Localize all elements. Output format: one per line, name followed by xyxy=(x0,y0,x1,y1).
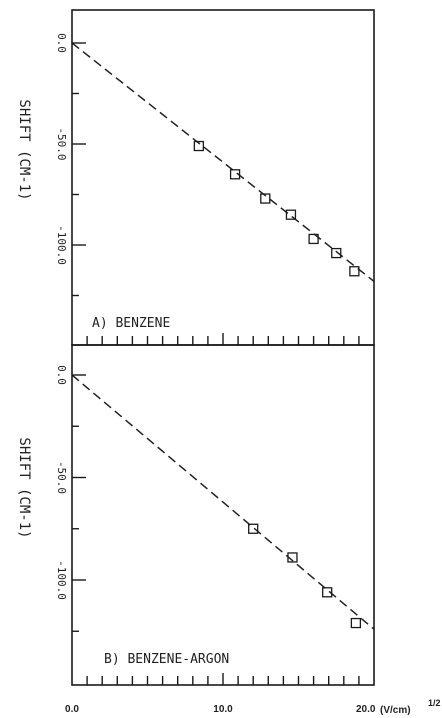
panel-a-y-tick-label: 0.0 xyxy=(55,33,68,53)
panel-b-data-point xyxy=(287,552,298,563)
x-axis-ticks xyxy=(86,333,360,685)
x-axis-unit-exponent: 1/2 xyxy=(428,698,441,708)
panel-b-y-tick-label: -50.0 xyxy=(55,461,68,494)
panel-a-y-axis-label: SHIFT (CM-1) xyxy=(16,99,32,200)
panel-a-frame xyxy=(71,9,375,346)
panel-a-y-tick-label: -100.0 xyxy=(55,225,68,265)
x-axis-tick-label: 0.0 xyxy=(65,704,79,715)
panel-a-label: A) BENZENE xyxy=(92,316,170,331)
x-axis-tick-label: 20.0 xyxy=(356,704,376,715)
panel-a: A) BENZENE 0.0 -50.0 -100.0 SHIFT (CM-1) xyxy=(16,9,375,346)
panel-a-data-point xyxy=(229,169,241,180)
panel-a-marks xyxy=(71,42,375,282)
panel-a-y-ticks: 0.0 -50.0 -100.0 xyxy=(55,33,86,297)
panel-b-frame xyxy=(71,344,375,686)
panel-a-data-point xyxy=(308,233,319,245)
panel-b-data-point xyxy=(350,617,362,629)
panel-b: B) BENZENE-ARGON 0.0 -50.0 -100.0 SHIFT (C… xyxy=(16,344,375,686)
x-axis-tick-label: 10.0 xyxy=(213,704,233,715)
panel-b-y-ticks: 0.0 -50.0 -100.0 xyxy=(55,365,86,632)
panel-a-data-point xyxy=(260,193,271,204)
panel-a-y-tick-label: -50.0 xyxy=(55,127,68,160)
panel-b-label: B) BENZENE-ARGON xyxy=(104,652,229,667)
panel-b-y-axis-label: SHIFT (CM-1) xyxy=(16,437,32,538)
panel-b-y-tick-label: -100.0 xyxy=(55,560,68,600)
panel-b-fit-line xyxy=(71,374,375,630)
panel-b-data-point xyxy=(248,523,259,534)
panel-a-data-point xyxy=(285,209,297,220)
panel-a-data-point xyxy=(331,247,342,259)
panel-a-data-point xyxy=(193,140,204,152)
x-axis-tick-labels: 0.0 10.0 20.0 xyxy=(65,704,376,715)
panel-a-fit-line xyxy=(71,42,375,282)
panel-b-y-tick-label: 0.0 xyxy=(55,365,68,385)
panel-b-marks xyxy=(71,374,375,630)
panel-b-data-point xyxy=(322,587,333,598)
x-axis-unit: (V/cm) xyxy=(380,705,411,716)
panel-a-data-point xyxy=(349,266,360,277)
